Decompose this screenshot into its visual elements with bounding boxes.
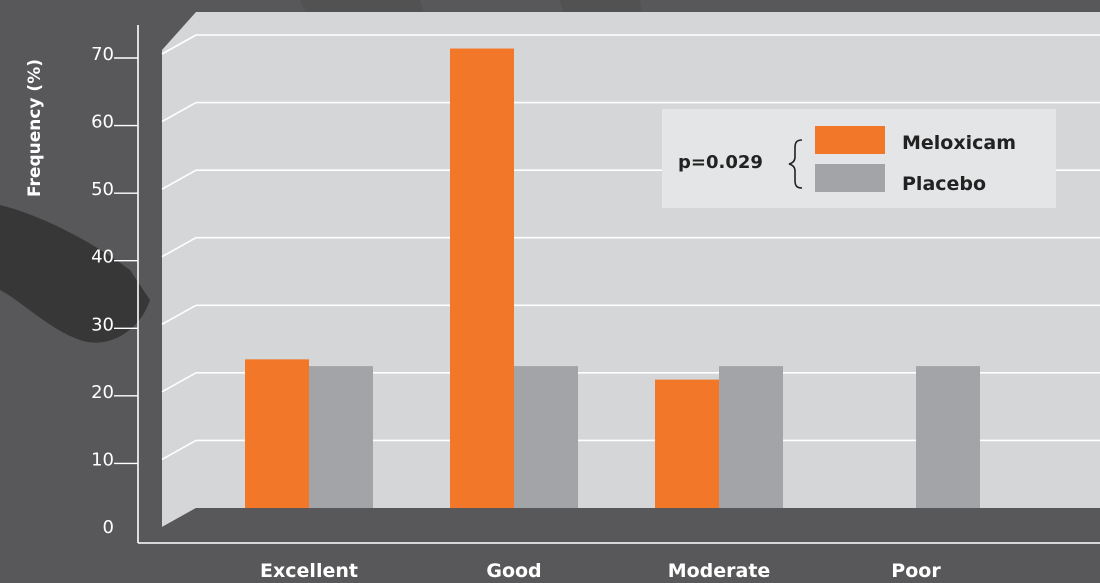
gridline-side-70 (161, 34, 197, 55)
bar-placebo-excellent (309, 366, 373, 508)
chart-floor (162, 508, 1100, 527)
x-tick-label-good: Good (486, 560, 541, 582)
gridline-side-40 (161, 237, 197, 258)
y-tick-label-60: 60 (91, 112, 114, 133)
y-tick-labels: 0 10 20 30 40 50 60 70 (91, 44, 138, 538)
bar-meloxicam-excellent (245, 359, 309, 508)
y-axis-label: Frequency (%) (25, 59, 45, 197)
axis (137, 25, 1100, 544)
bars (245, 48, 980, 509)
x-tick-label-excellent: Excellent (260, 560, 358, 582)
y-tick-label-40: 40 (91, 247, 114, 268)
side-panel (162, 12, 196, 527)
y-tick-label-50: 50 (91, 179, 114, 200)
plot-area: 0 10 20 30 40 50 60 70 Excellent Good Moderate Poo… (91, 12, 1100, 582)
legend-label-meloxicam: Meloxicam (902, 132, 1016, 154)
gridline-side-60 (161, 101, 197, 123)
bar-placebo-good (514, 366, 578, 508)
x-tick-label-moderate: Moderate (668, 560, 771, 582)
gridline-side-10 (161, 439, 197, 461)
bar-placebo-moderate (719, 366, 783, 508)
y-tick-label-10: 10 (91, 449, 114, 470)
legend-swatch-meloxicam (815, 126, 885, 154)
bar-meloxicam-good (450, 48, 514, 509)
legend-label-placebo: Placebo (902, 173, 986, 195)
y-tick-label-30: 30 (91, 314, 114, 335)
gridline-side-30 (161, 304, 197, 325)
gridline-side-20 (161, 372, 197, 393)
bar-meloxicam-moderate (655, 379, 719, 508)
x-tick-label-poor: Poor (891, 560, 941, 582)
legend-swatch-placebo (815, 164, 885, 192)
y-tick-label-20: 20 (91, 382, 114, 403)
y-tick-label-0: 0 (103, 517, 114, 538)
x-tick-labels: Excellent Good Moderate Poor (260, 560, 941, 582)
p-value-annotation: p=0.029 (678, 152, 763, 173)
legend-brace-icon (788, 139, 803, 189)
y-tick-label-70: 70 (91, 44, 114, 65)
legend: p=0.029 Meloxicam Placebo (662, 109, 1056, 208)
gridline-side-50 (161, 169, 197, 190)
bar-placebo-poor (916, 366, 980, 508)
